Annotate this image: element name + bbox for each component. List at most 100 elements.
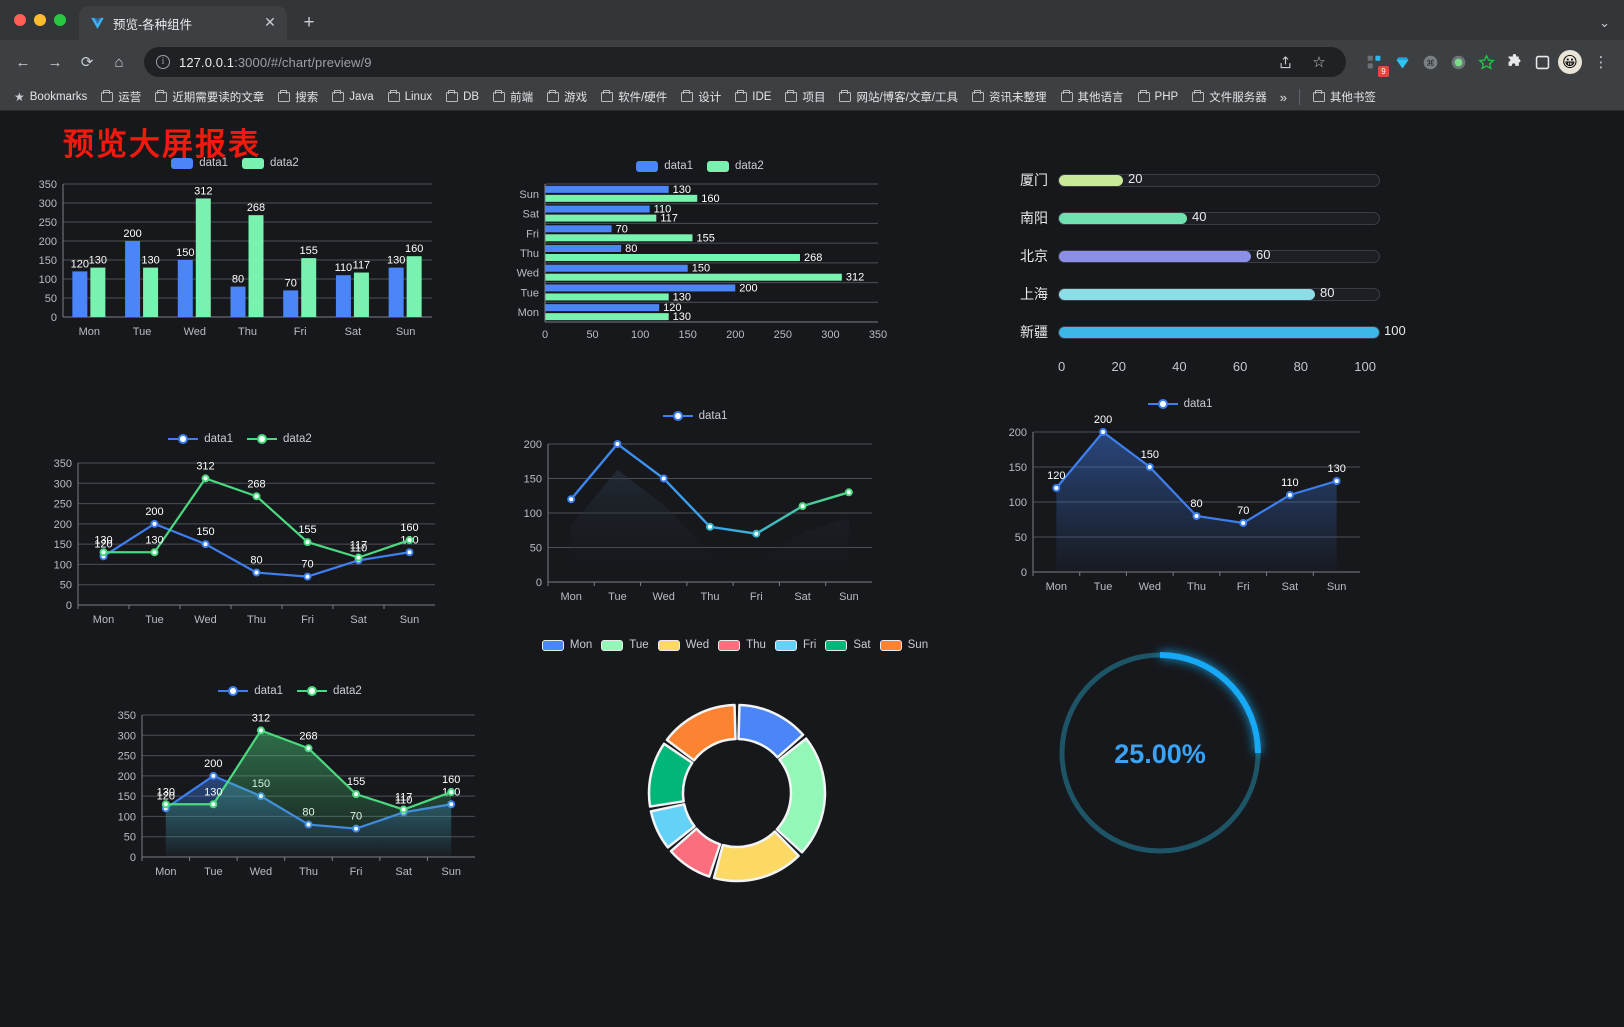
legend-item[interactable]: data2	[247, 433, 312, 445]
legend-item[interactable]: data1	[168, 433, 233, 445]
legend-item[interactable]: Sun	[879, 639, 928, 651]
legend-item[interactable]: Thu	[718, 639, 766, 651]
legend-item[interactable]: Fri	[774, 639, 816, 651]
svg-text:130: 130	[204, 786, 222, 798]
bookmark-folder[interactable]: 资讯未整理	[966, 87, 1053, 107]
bookmark-folder[interactable]: DB	[440, 89, 485, 105]
axis-tick: 80	[1293, 359, 1309, 374]
bookmark-folder[interactable]: 游戏	[541, 87, 593, 107]
share-icon[interactable]	[1270, 47, 1300, 77]
bookmark-folder-label: 游戏	[564, 92, 588, 104]
folder-icon	[839, 90, 852, 102]
svg-text:130: 130	[673, 291, 691, 303]
legend-item[interactable]: data1	[662, 410, 727, 422]
browser-menu-icon[interactable]: ⋮	[1593, 54, 1609, 71]
site-info-icon[interactable]: i	[156, 55, 170, 69]
puzzle-icon[interactable]	[1502, 50, 1526, 74]
legend-item[interactable]: data1	[171, 157, 228, 169]
legend-item[interactable]: data1	[218, 685, 283, 697]
address-bar[interactable]: i 127.0.0.1:3000/#/chart/preview/9 ☆	[144, 47, 1346, 77]
window-menu-icon[interactable]: ⌄	[1599, 15, 1610, 30]
bookmarks-overflow-button[interactable]: »	[1279, 89, 1287, 105]
bookmark-folder[interactable]: 前端	[487, 87, 539, 107]
legend-item[interactable]: data2	[707, 160, 764, 172]
back-icon[interactable]: ←	[15, 53, 31, 71]
bookmarks-root[interactable]: ★ Bookmarks	[8, 88, 93, 106]
progress-track[interactable]: 60	[1058, 247, 1380, 263]
bookmark-folder[interactable]: 网站/博客/文章/工具	[833, 87, 964, 107]
pie-slice[interactable]	[737, 703, 805, 759]
bookmark-folder[interactable]: 文件服务器	[1186, 87, 1273, 107]
minimize-window-button[interactable]	[34, 14, 46, 26]
svg-text:200: 200	[123, 228, 141, 240]
legend-item[interactable]: Wed	[657, 639, 709, 651]
legend-item[interactable]: data2	[242, 157, 299, 169]
bookmark-folder-other[interactable]: 其他书签	[1307, 87, 1382, 107]
svg-text:⌘: ⌘	[1426, 57, 1435, 67]
legend-item[interactable]: Tue	[601, 639, 649, 651]
legend-item[interactable]: Sat	[825, 639, 871, 651]
vue-logo-icon	[89, 15, 105, 31]
svg-text:80: 80	[232, 274, 244, 286]
bookmark-folder[interactable]: 设计	[675, 87, 727, 107]
svg-text:Sat: Sat	[350, 614, 367, 626]
new-tab-button[interactable]: +	[303, 12, 315, 33]
bookmark-star-icon[interactable]: ☆	[1312, 54, 1326, 71]
svg-text:312: 312	[194, 185, 212, 197]
sidepanel-icon[interactable]	[1530, 50, 1554, 74]
extension-grid-icon[interactable]: 9	[1362, 50, 1389, 77]
pie-slice[interactable]	[712, 830, 800, 883]
bookmark-folder[interactable]: IDE	[729, 89, 777, 105]
legend-item[interactable]: data1	[1147, 398, 1212, 410]
green-star-icon[interactable]	[1474, 50, 1498, 74]
close-window-button[interactable]	[14, 14, 26, 26]
bookmark-folder[interactable]: 项目	[779, 87, 831, 107]
bookmark-folder[interactable]: 其他语言	[1055, 87, 1130, 107]
svg-text:80: 80	[625, 243, 637, 255]
pie-slice[interactable]	[665, 703, 737, 762]
svg-text:70: 70	[285, 277, 297, 289]
bookmark-folder-label: 资讯未整理	[989, 92, 1047, 104]
bookmark-folder[interactable]: 软件/硬件	[595, 87, 673, 107]
progress-track[interactable]: 100	[1058, 323, 1406, 339]
svg-text:Thu: Thu	[247, 614, 266, 626]
avatar[interactable]: 😀	[1558, 50, 1582, 74]
bookmark-folder[interactable]: PHP	[1132, 89, 1185, 105]
pie-slice[interactable]	[647, 742, 694, 808]
bookmark-folder[interactable]: 运营	[95, 87, 147, 107]
pie-slice[interactable]	[775, 737, 827, 854]
pie-slice[interactable]	[649, 803, 696, 849]
legend-item[interactable]: data2	[297, 685, 362, 697]
address-bar-url: 127.0.0.1:3000/#/chart/preview/9	[179, 55, 372, 70]
bookmark-folder[interactable]: Java	[326, 89, 379, 105]
progress-track[interactable]: 80	[1058, 285, 1380, 301]
reload-icon[interactable]: ⟳	[80, 54, 94, 71]
progress-track[interactable]: 40	[1058, 209, 1380, 225]
legend-item[interactable]: Mon	[541, 639, 592, 651]
svg-text:268: 268	[247, 202, 265, 214]
legend-item[interactable]: data1	[636, 160, 693, 172]
svg-text:70: 70	[616, 223, 628, 235]
svg-text:130: 130	[141, 255, 159, 267]
maximize-window-button[interactable]	[54, 14, 66, 26]
close-tab-icon[interactable]: ✕	[264, 14, 276, 30]
pie-slice[interactable]	[669, 827, 722, 878]
bookmark-folder[interactable]: Linux	[382, 89, 439, 105]
progress-track[interactable]: 20	[1058, 171, 1380, 187]
command-circle-icon[interactable]: ⌘	[1418, 50, 1442, 74]
svg-text:Sun: Sun	[396, 326, 416, 338]
legend-swatch	[171, 157, 194, 169]
donut-plot	[647, 703, 827, 883]
forward-icon[interactable]: →	[47, 53, 63, 71]
svg-text:Thu: Thu	[520, 248, 539, 260]
diamond-icon[interactable]	[1390, 50, 1414, 74]
browser-tab[interactable]: 预览-各种组件 ✕	[79, 6, 287, 40]
svg-text:268: 268	[299, 730, 317, 742]
home-icon[interactable]: ⌂	[114, 53, 124, 71]
svg-text:312: 312	[252, 712, 270, 724]
legend-label: data2	[735, 160, 764, 172]
legend-line-marker	[218, 686, 249, 696]
bookmark-folder[interactable]: 搜索	[272, 87, 324, 107]
bookmark-folder[interactable]: 近期需要读的文章	[149, 87, 270, 107]
green-dot-icon[interactable]	[1446, 50, 1470, 74]
